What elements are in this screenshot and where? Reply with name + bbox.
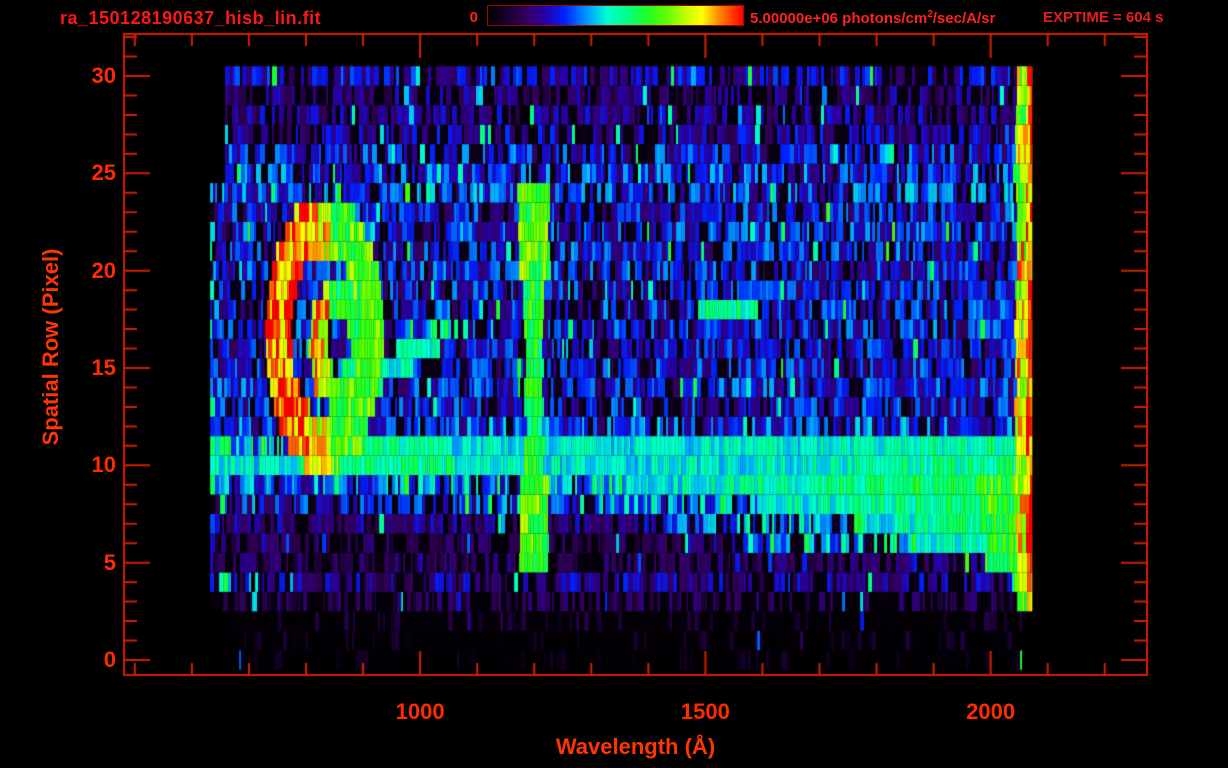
x-tick-label: 1500 xyxy=(680,699,730,724)
colorbar-units-suffix: /sec/A/sr xyxy=(932,10,996,27)
colorbar-max-value: 5.00000e+06 xyxy=(750,10,839,27)
colorbar-units-superscript: 2 xyxy=(927,9,933,20)
y-tick-label: 25 xyxy=(91,160,116,186)
y-tick-label: 10 xyxy=(91,452,116,478)
y-tick-label: 5 xyxy=(103,549,116,575)
y-tick-label: 30 xyxy=(91,62,116,88)
colorbar-min-label: 0 xyxy=(469,9,478,26)
y-tick-label: 15 xyxy=(91,354,116,380)
y-tick-label: 20 xyxy=(91,257,116,283)
y-tick-label: 0 xyxy=(103,647,116,672)
x-axis-title: Wavelength (Å) xyxy=(555,734,716,759)
colorbar-max-label: 5.00000e+06 photons/cm2/sec/A/sr xyxy=(750,9,995,27)
colorbar-units-prefix: photons/cm xyxy=(838,10,928,27)
file-title: ra_150128190637_hisb_lin.fit xyxy=(60,8,322,28)
x-tick-label: 1000 xyxy=(395,699,445,724)
x-tick-label: 2000 xyxy=(966,699,1016,724)
exptime-label: EXPTIME = 604 s xyxy=(1043,9,1164,26)
colorbar-gradient xyxy=(487,5,744,26)
